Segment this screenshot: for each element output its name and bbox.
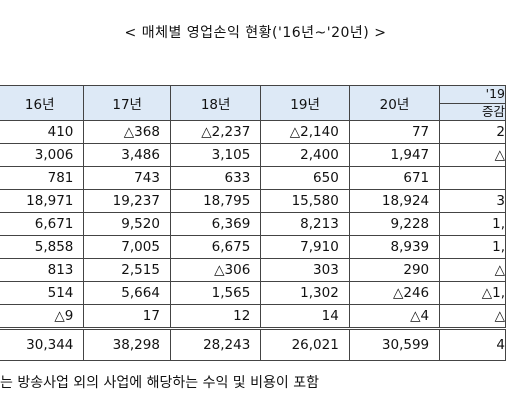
table-cell: 290 [348,258,441,282]
table-cell: 1,302 [260,281,350,305]
header-row: 16년 17년 18년 19년 20년 '19 증감 [0,85,506,121]
table-row: 781 743 633 650 671 [0,166,506,190]
table-cell: 303 [260,258,350,282]
header-bottom: 증감 [481,103,505,119]
footnote: 는 방송사업 외의 사업에 해당하는 수익 및 비용이 포함 [0,375,319,391]
table-cell: 15,580 [260,189,350,213]
table-cell: 781 [0,166,85,190]
split-header: '19 증감 [440,87,505,120]
table-cell: 14 [260,304,350,329]
table-cell: △1, [439,281,506,305]
table-row: 410 △368 △2,237 △2,140 77 2 [0,120,506,144]
table-row: 813 2,515 △306 303 290 △ [0,258,506,282]
table-cell: 8,939 [348,235,441,259]
total-cell: 4 [439,327,506,361]
table-cell: 2,515 [83,258,171,282]
table-cell: △246 [348,281,441,305]
table: 16년 17년 18년 19년 20년 '19 증감 410 △368 △2,237 △2,140… [0,85,506,361]
column-header: 20년 [348,85,441,121]
total-row: 30,344 38,298 28,243 26,021 30,599 4 [0,327,506,361]
table-cell: 18,795 [169,189,262,213]
table-cell [439,166,506,190]
table-cell: 19,237 [83,189,171,213]
table-cell: 671 [348,166,441,190]
table-cell: 5,858 [0,235,85,259]
table-cell: 1, [439,235,506,259]
table-row: 5,858 7,005 6,675 7,910 8,939 1, [0,235,506,259]
table-row: 18,971 19,237 18,795 15,580 18,924 3 [0,189,506,213]
column-header: 19년 [260,85,350,121]
table-row: 514 5,664 1,565 1,302 △246 △1, [0,281,506,305]
table-cell: △2,140 [260,120,350,144]
table-cell: 2 [439,120,506,144]
table-cell: 3,105 [169,143,262,167]
total-cell: 28,243 [169,327,262,361]
table-cell: 1,947 [348,143,441,167]
table-cell: 3 [439,189,506,213]
total-cell: 30,344 [0,327,85,361]
table-cell: 77 [348,120,441,144]
table-cell: 5,664 [83,281,171,305]
table-cell: 17 [83,304,171,329]
table-cell: 3,006 [0,143,85,167]
table-row: 3,006 3,486 3,105 2,400 1,947 △ [0,143,506,167]
table-cell: △4 [348,304,441,329]
table-cell: △ [439,143,506,167]
table-cell: 6,369 [169,212,262,236]
table-cell: 7,005 [83,235,171,259]
title: < 매체별 영업손익 현황('16년~'20년) > [124,25,387,41]
table-cell: 633 [169,166,262,190]
table-cell: 6,671 [0,212,85,236]
header-top: '19 [440,87,505,104]
table-cell: 743 [83,166,171,190]
column-header: 18년 [169,85,262,121]
table-cell: 2,400 [260,143,350,167]
table-cell: 9,520 [83,212,171,236]
table-cell: 9,228 [348,212,441,236]
table-cell: △2,237 [169,120,262,144]
table-cell: 1, [439,212,506,236]
table-cell: △ [439,304,506,329]
table-cell: △306 [169,258,262,282]
table-cell: 514 [0,281,85,305]
total-cell: 26,021 [260,327,350,361]
column-header: '19 증감 [439,85,506,121]
table-cell: 410 [0,120,85,144]
table-cell: 7,910 [260,235,350,259]
total-cell: 30,599 [348,327,441,361]
table-cell: 1,565 [169,281,262,305]
column-header: 17년 [83,85,171,121]
table-cell: 18,971 [0,189,85,213]
table-cell: 6,675 [169,235,262,259]
table-cell: △9 [0,304,85,329]
table-cell: 8,213 [260,212,350,236]
table-body: 410 △368 △2,237 △2,140 77 2 3,006 3,486 3,105 2,4… [0,120,506,361]
table-cell: △368 [83,120,171,144]
total-cell: 38,298 [83,327,171,361]
table-row: △9 17 12 14 △4 △ [0,304,506,329]
column-header: 16년 [0,85,85,121]
table-row: 6,671 9,520 6,369 8,213 9,228 1, [0,212,506,236]
table-cell: 12 [169,304,262,329]
table-cell: 813 [0,258,85,282]
table-cell: 650 [260,166,350,190]
table-cell: 18,924 [348,189,441,213]
table-cell: 3,486 [83,143,171,167]
table-cell: △ [439,258,506,282]
